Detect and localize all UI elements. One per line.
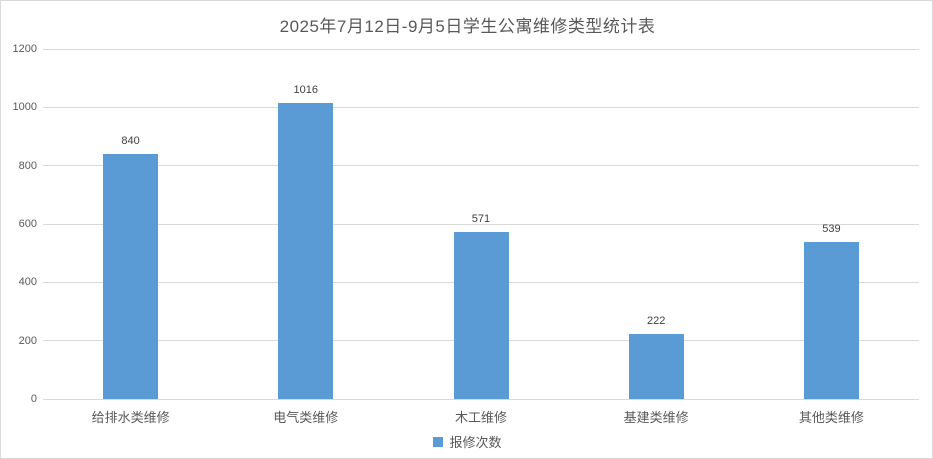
x-axis-category-label: 木工维修 xyxy=(454,410,507,425)
gridline xyxy=(43,48,919,50)
y-axis-tick-label: 600 xyxy=(18,218,37,230)
y-axis-tick-label: 400 xyxy=(18,276,37,289)
plot-area: 840 1016 571 222 539 xyxy=(43,48,919,400)
bar[interactable] xyxy=(803,241,859,399)
x-axis-category-label: 给排水类维修 xyxy=(91,410,170,425)
y-axis-tick-label: 800 xyxy=(18,159,37,172)
bar[interactable] xyxy=(278,102,334,399)
bar[interactable] xyxy=(628,334,684,399)
legend-series-marker-icon[interactable] xyxy=(433,436,444,447)
gridline xyxy=(43,223,919,225)
bar[interactable] xyxy=(103,154,159,399)
y-axis-tick-label: 0 xyxy=(30,393,37,405)
bar-value-label: 840 xyxy=(121,135,140,147)
bar-value-label: 222 xyxy=(647,315,666,328)
chart-title: 2025年7月12日-9月5日学生公寓维修类型统计表 xyxy=(279,17,656,36)
bar-value-label: 571 xyxy=(471,213,491,226)
legend-series-label[interactable]: 报修次数 xyxy=(449,435,502,450)
y-axis-tick-label: 1200 xyxy=(12,43,37,55)
y-axis-tick-label: 1000 xyxy=(12,101,37,114)
gridline xyxy=(43,106,919,108)
bar-value-label: 1016 xyxy=(293,83,319,96)
bar[interactable] xyxy=(453,232,509,399)
x-axis-category-label: 其他类维修 xyxy=(798,410,864,425)
bar-value-label: 539 xyxy=(822,222,841,235)
legend[interactable]: 报修次数 xyxy=(1,432,932,451)
gridline xyxy=(43,165,919,167)
x-axis-category-label: 基建类维修 xyxy=(623,410,689,425)
gridline xyxy=(43,398,919,400)
x-axis-category-label: 电气类维修 xyxy=(273,410,339,425)
y-axis-tick-label: 200 xyxy=(18,334,37,347)
